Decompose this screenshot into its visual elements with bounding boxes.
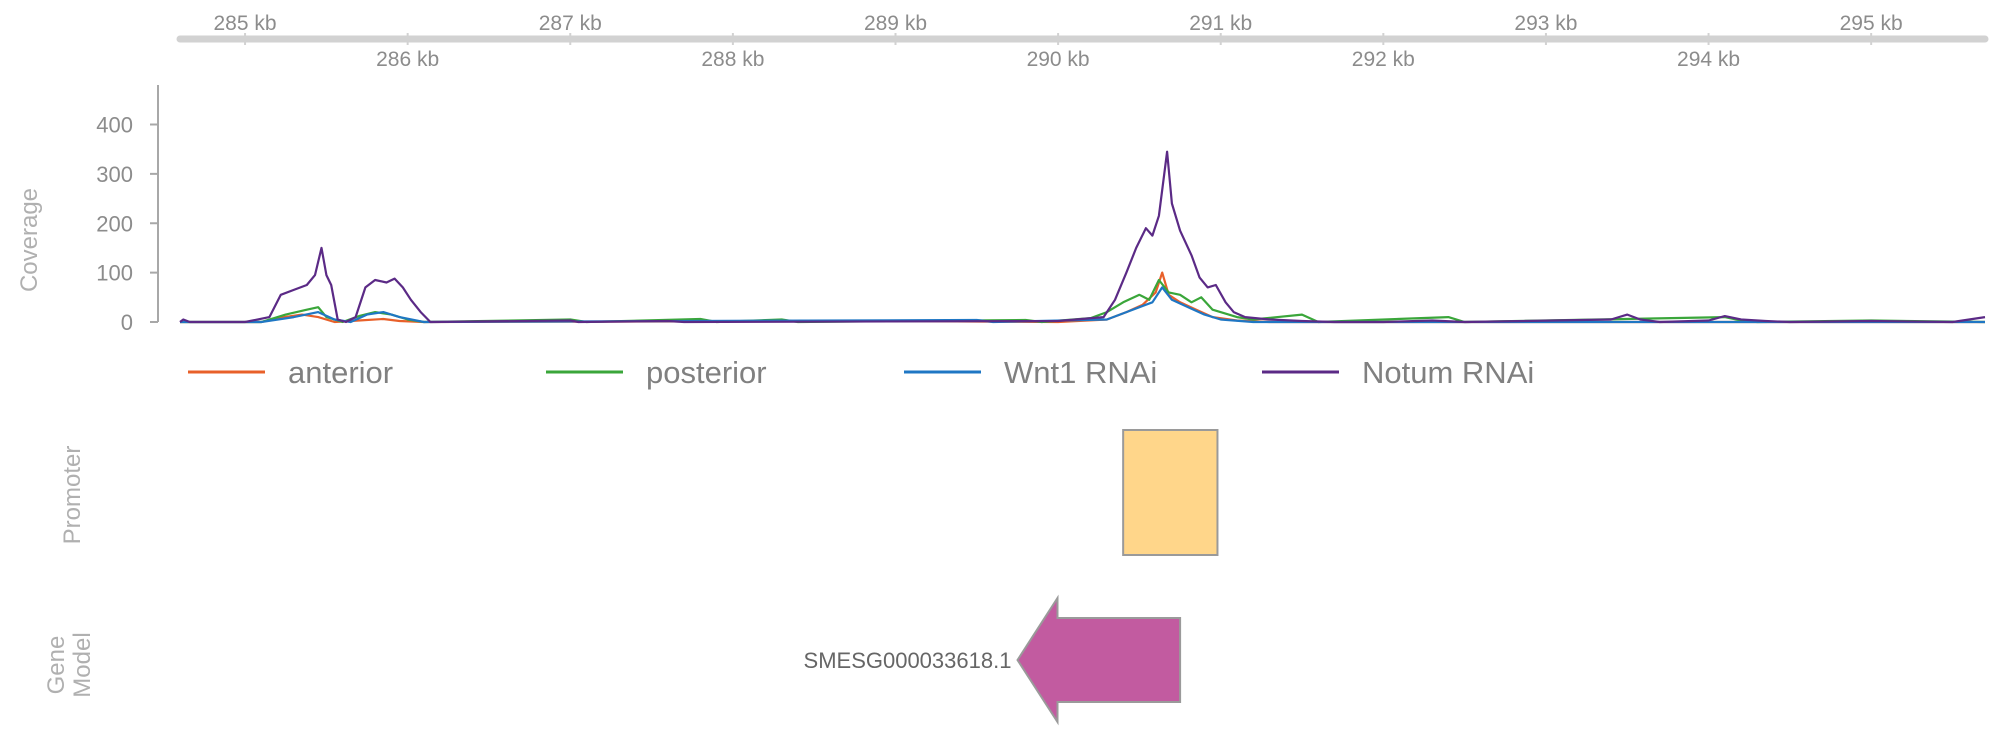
promoter-track: Promoter: [59, 429, 1219, 556]
legend-label-wnt1-rnai: Wnt1 RNAi: [1004, 355, 1157, 390]
gene-model-track-title-line1: Gene: [43, 636, 70, 695]
legend-label-notum-rnai: Notum RNAi: [1362, 355, 1534, 390]
gene-label: SMESG000033618.1: [804, 648, 1012, 673]
coverage-y-ticks: 0 100 200 300 400: [96, 113, 158, 335]
legend-label-anterior: anterior: [288, 355, 393, 390]
genome-tick-label-top-1: 287 kb: [539, 12, 602, 35]
coverage-track: Coverage 0 100 200 300 400: [16, 85, 1986, 335]
legend-label-posterior: posterior: [646, 355, 767, 390]
genome-axis: 285 kb 287 kb 289 kb 291 kb 293 kb 295 kb 286 …: [176, 12, 1989, 71]
genome-tick-label-top-3: 291 kb: [1189, 12, 1252, 35]
genome-tick-label-bottom-1: 288 kb: [701, 48, 764, 71]
coverage-y-tick-label-0: 0: [121, 310, 133, 335]
genome-tick-label-bottom-4: 294 kb: [1677, 48, 1740, 71]
genome-tick-label-top-0: 285 kb: [214, 12, 277, 35]
genome-tick-label-top-5: 295 kb: [1840, 12, 1903, 35]
promoter-region: [1122, 429, 1219, 556]
genome-tick-label-bottom-2: 290 kb: [1027, 48, 1090, 71]
coverage-line-posterior: [180, 278, 1986, 324]
coverage-y-tick-label-3: 300: [96, 162, 133, 187]
genome-tick-label-top-4: 293 kb: [1514, 12, 1577, 35]
coverage-y-tick-label-4: 400: [96, 113, 133, 138]
gene-model-track-title-line2: Model: [69, 632, 96, 697]
coverage-y-tick-label-2: 200: [96, 211, 133, 236]
coverage-line-notum-rnai: [179, 150, 1986, 324]
coverage-line-anterior: [180, 271, 1985, 324]
promoter-track-title: Promoter: [59, 446, 86, 545]
legend: anterior posterior Wnt1 RNAi Notum RNAi: [188, 355, 1534, 390]
coverage-axis-title: Coverage: [16, 188, 43, 292]
coverage-lines: [179, 150, 1986, 324]
genome-tick-label-bottom-3: 292 kb: [1352, 48, 1415, 71]
genome-tick-label-bottom-0: 286 kb: [376, 48, 439, 71]
gene-arrow: [1016, 594, 1182, 726]
genome-tick-label-top-2: 289 kb: [864, 12, 927, 35]
coverage-y-tick-label-1: 100: [96, 261, 133, 286]
gene-model-track: Gene Model SMESG000033618.1: [43, 594, 1182, 726]
